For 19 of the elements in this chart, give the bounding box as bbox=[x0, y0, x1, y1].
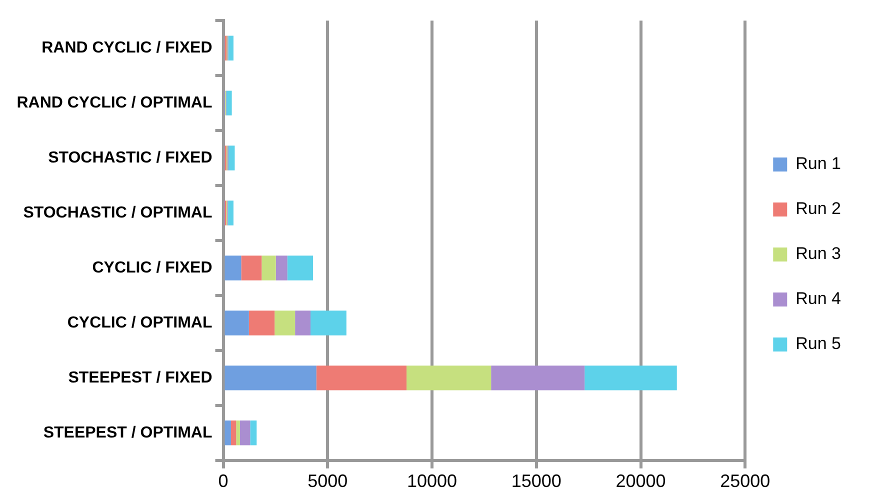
y-tick-label: RAND CYCLIC / FIXED bbox=[42, 39, 212, 56]
x-tick-label: 15000 bbox=[511, 471, 562, 492]
x-tick-label: 20000 bbox=[616, 471, 666, 492]
legend-label: Run 5 bbox=[796, 334, 842, 354]
legend-label: Run 4 bbox=[796, 289, 842, 308]
legend-label: Run 2 bbox=[796, 199, 842, 218]
y-tick-label: STOCHASTIC / FIXED bbox=[48, 149, 212, 166]
y-tick-label: STEEPEST / FIXED bbox=[68, 369, 212, 386]
legend-label: Run 1 bbox=[796, 154, 842, 174]
y-tick-label: CYCLIC / OPTIMAL bbox=[67, 314, 212, 332]
y-tick-label: STEEPEST / OPTIMAL bbox=[43, 424, 212, 442]
x-tick-label: 0 bbox=[218, 471, 228, 492]
x-tick-label: 5000 bbox=[308, 471, 348, 492]
y-tick-label: RAND CYCLIC / OPTIMAL bbox=[16, 94, 212, 112]
y-tick-label: CYCLIC / FIXED bbox=[92, 259, 212, 276]
legend-label: Run 3 bbox=[796, 244, 842, 264]
x-tick-label: 25000 bbox=[720, 471, 770, 492]
y-tick-label: STOCHASTIC / OPTIMAL bbox=[23, 204, 212, 222]
x-tick-label: 10000 bbox=[406, 471, 458, 492]
